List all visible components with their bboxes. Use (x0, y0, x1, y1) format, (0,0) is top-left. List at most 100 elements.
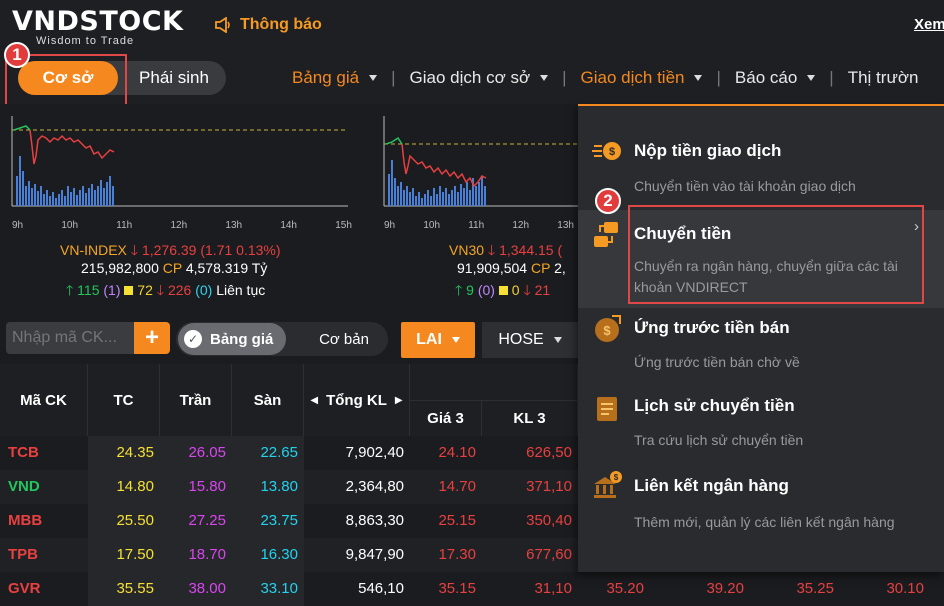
col-header-ceil[interactable]: Trần (160, 364, 232, 436)
cell-sym[interactable]: VND (8, 478, 40, 495)
watchlist-select[interactable]: LAI (401, 322, 475, 358)
money-transaction-menu: $ Nộp tiền giao dịch Chuyển tiền vào tài… (578, 104, 944, 572)
header-label: Tổng KL (326, 391, 387, 409)
vnindex-volume: 215,982,800 CP 4,578.319 Tỷ (81, 260, 268, 276)
cell-kl: 546,10 (358, 580, 404, 597)
caret-down-icon (369, 75, 378, 81)
arrow-down-icon: 🡓 (487, 242, 496, 258)
menu-item-title: Ứng trước tiền bán (634, 318, 790, 337)
menu-item-desc: Tra cứu lịch sử chuyển tiền (634, 432, 804, 448)
logo[interactable]: VNDSTOCK (12, 6, 184, 37)
cell-g3: 35.15 (438, 580, 476, 597)
arrow-down-icon: 🡓 (523, 282, 531, 298)
cell-tc: 24.35 (88, 436, 160, 470)
table-row[interactable]: GVR 35.55 38.00 33.10 546,10 35.15 31,10 35.20 3… (0, 572, 944, 606)
menu-item-bank-link[interactable]: $ Liên kết ngân hàng Thêm mới, quản lý c… (578, 464, 944, 574)
vnindex-summary[interactable]: VN-INDEX 🡓 1,276.39 (1.71 0.13%) (60, 242, 281, 258)
menu-item-desc: Thêm mới, quản lý các liên kết ngân hàng (634, 514, 895, 530)
svg-text:$: $ (609, 146, 615, 158)
cell-sym[interactable]: TPB (8, 546, 38, 563)
col-header-symbol[interactable]: Mã CK (0, 364, 88, 436)
check-icon: ✓ (184, 330, 202, 348)
table-row[interactable]: TCB 24.35 26.05 22.65 7,902,40 24.10 626,50 (0, 436, 944, 470)
deposit-icon: $ (592, 142, 621, 160)
svg-text:$: $ (603, 323, 611, 338)
history-icon (597, 397, 617, 421)
cell-san: 13.80 (232, 470, 304, 504)
nav-giao-dich-tien[interactable]: Giao dịch tiền (581, 68, 703, 88)
view-link[interactable]: Xem (914, 16, 944, 33)
nav-giao-dich-co-so[interactable]: Giao dịch cơ sở (410, 68, 549, 88)
arrow-up-icon: 🡑 (455, 282, 463, 298)
cell-kl: 7,902,40 (345, 444, 404, 461)
notice-label: Thông báo (240, 16, 322, 33)
nav-label: Giao dịch tiền (580, 68, 685, 87)
bank-icon: $ (594, 471, 622, 498)
cell-g3: 25.15 (438, 512, 476, 529)
cell-extra: 30.10 (886, 580, 924, 597)
table-row[interactable]: MBB 25.50 27.25 23.75 8,863,30 25.15 350,40 (0, 504, 944, 538)
arrow-down-icon: 🡓 (156, 282, 165, 298)
symbol-search-input[interactable] (6, 322, 134, 354)
step-badge-1: 1 (4, 42, 30, 68)
vnindex-time-ticks: 9h 10h 11h 12h 13h 14h 15h (12, 220, 352, 231)
notice-link[interactable]: Thông báo (214, 16, 322, 34)
menu-item-advance[interactable]: $ Ứng trước tiền bán Ứng trước tiền bán … (578, 308, 944, 386)
col-header-ref[interactable]: TC (88, 364, 160, 436)
top-nav: Bảng giá | Giao dịch cơ sở | Giao dịch t… (292, 68, 919, 88)
menu-item-title: Nộp tiền giao dịch (634, 141, 782, 160)
cell-san: 16.30 (232, 538, 304, 572)
cell-extra: 39.20 (706, 580, 744, 597)
cell-tran: 18.70 (160, 538, 232, 572)
square-icon (498, 286, 508, 295)
col-header-floor[interactable]: Sàn (232, 364, 304, 436)
square-icon (124, 286, 134, 295)
chevron-right-icon[interactable]: › (914, 218, 919, 235)
caret-down-icon (451, 337, 460, 343)
view-co-ban-toggle[interactable]: Cơ bản (319, 330, 369, 348)
segment-phaisinh-button[interactable]: Phái sinh (139, 68, 209, 87)
cell-g3: 24.10 (438, 444, 476, 461)
cell-san: 33.10 (232, 572, 304, 606)
megaphone-icon (215, 17, 230, 33)
col-header-buy-group (410, 364, 578, 400)
vnindex-chart[interactable] (10, 116, 350, 216)
cell-tran: 15.80 (160, 470, 232, 504)
nav-bao-cao[interactable]: Báo cáo (735, 68, 816, 88)
vn30-summary[interactable]: VN30 🡓 1,344.15 ( (449, 242, 563, 258)
caret-right-icon[interactable]: ▶ (394, 394, 403, 406)
cell-kl: 2,364,80 (345, 478, 404, 495)
cell-sym[interactable]: GVR (8, 580, 41, 597)
segment-coso-button[interactable]: Cơ sở (18, 61, 118, 95)
col-header-volume[interactable]: ◀ Tổng KL ▶ (304, 364, 410, 436)
nav-thi-truong[interactable]: Thị trườn (848, 68, 919, 88)
menu-item-transfer[interactable]: Chuyển tiền Chuyển ra ngân hàng, chuyển … (578, 210, 944, 308)
col-header-price3[interactable]: Giá 3 (410, 400, 482, 436)
cell-sym[interactable]: MBB (8, 512, 43, 529)
menu-item-history[interactable]: Lịch sử chuyển tiền Tra cứu lịch sử chuy… (578, 386, 944, 464)
select-label: HOSE (498, 331, 544, 348)
cell-tc: 14.80 (88, 470, 160, 504)
exchange-select[interactable]: HOSE (482, 322, 578, 358)
col-header-vol3[interactable]: KL 3 (482, 400, 578, 436)
cell-tc: 25.50 (88, 504, 160, 538)
vn30-chart[interactable] (382, 116, 578, 216)
cell-sym[interactable]: TCB (8, 444, 39, 461)
nav-label: Thị trườn (847, 68, 919, 87)
view-bang-gia-toggle[interactable]: ✓ Bảng giá (178, 323, 286, 355)
nav-label: Bảng giá (292, 68, 360, 87)
logo-tagline: Wisdom to Trade (36, 35, 135, 47)
caret-down-icon (553, 337, 562, 343)
add-symbol-button[interactable]: + (134, 322, 170, 354)
nav-bang-gia[interactable]: Bảng giá (292, 68, 378, 88)
cell-g3: 17.30 (438, 546, 476, 563)
caret-left-icon[interactable]: ◀ (310, 394, 319, 406)
step-badge-2: 2 (595, 188, 621, 214)
cell-san: 22.65 (232, 436, 304, 470)
menu-item-deposit[interactable]: $ Nộp tiền giao dịch Chuyển tiền vào tài… (578, 106, 944, 210)
menu-item-desc: Chuyển tiền vào tài khoản giao dịch (634, 178, 856, 194)
arrow-down-icon: 🡓 (130, 242, 139, 258)
nav-label: Giao dịch cơ sở (409, 68, 531, 87)
cell-kl: 9,847,90 (345, 546, 404, 563)
vn30-volume: 91,909,504 CP 2, (457, 260, 566, 276)
